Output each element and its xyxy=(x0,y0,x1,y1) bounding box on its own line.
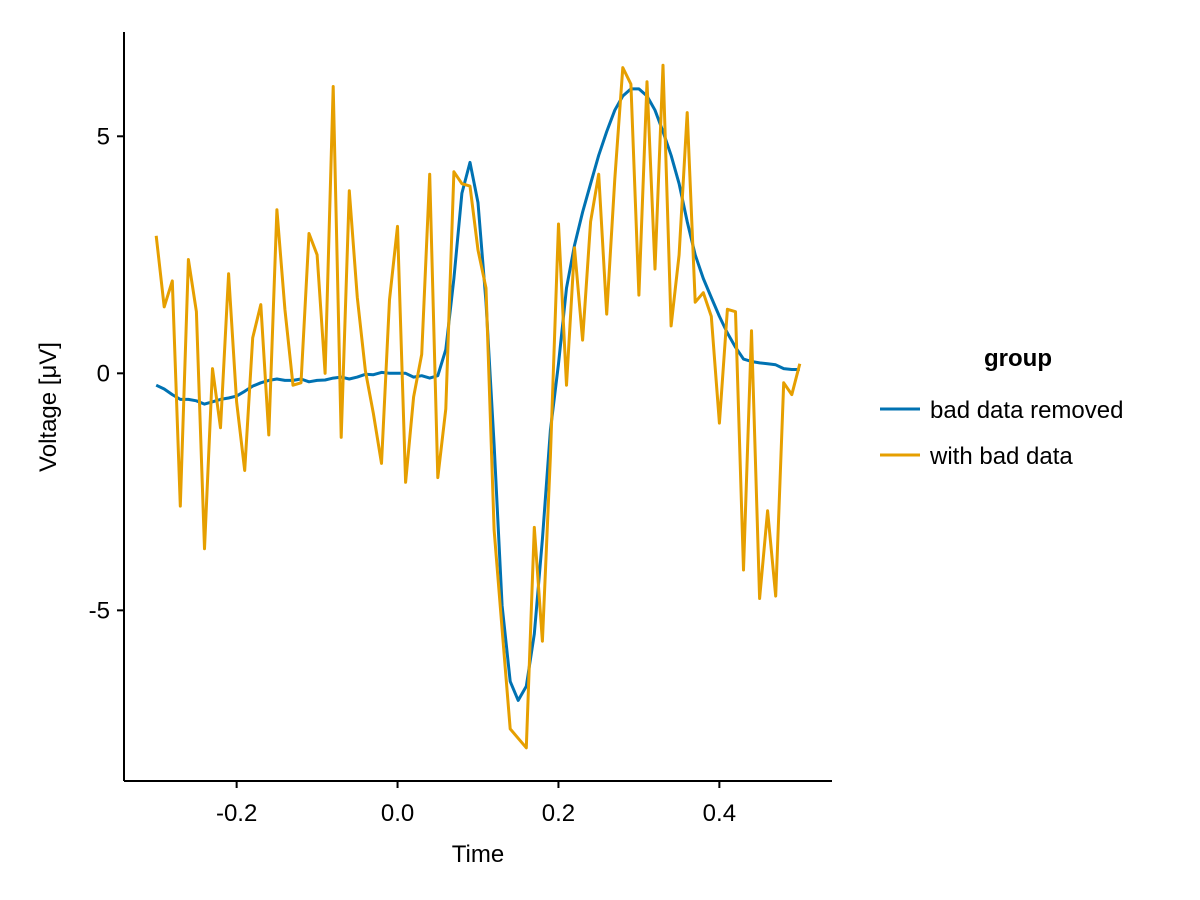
x-tick-label: -0.2 xyxy=(216,800,257,827)
y-tick-label: -5 xyxy=(89,597,110,624)
y-tick-label: 0 xyxy=(97,360,110,387)
y-ticks: 5 0 -5 xyxy=(89,123,124,624)
legend-title: group xyxy=(984,345,1052,372)
x-tick-label: 0.0 xyxy=(381,800,414,827)
x-tick-label: 0.2 xyxy=(542,800,575,827)
x-axis-label: Time xyxy=(452,841,504,868)
series-line-with-bad-data xyxy=(154,63,802,750)
y-axis-label: Voltage [μV] xyxy=(35,342,62,472)
legend-label-bad-data-removed: bad data removed xyxy=(930,397,1123,424)
legend-label-with-bad-data: with bad data xyxy=(929,443,1073,470)
x-tick-label: 0.4 xyxy=(703,800,736,827)
x-ticks: -0.2 0.0 0.2 0.4 xyxy=(216,781,736,827)
y-tick-label: 5 xyxy=(97,123,110,150)
series-line-bad-data-removed xyxy=(155,87,800,702)
legend: group bad data removed with bad data xyxy=(880,345,1123,470)
plot-lines xyxy=(154,63,802,750)
